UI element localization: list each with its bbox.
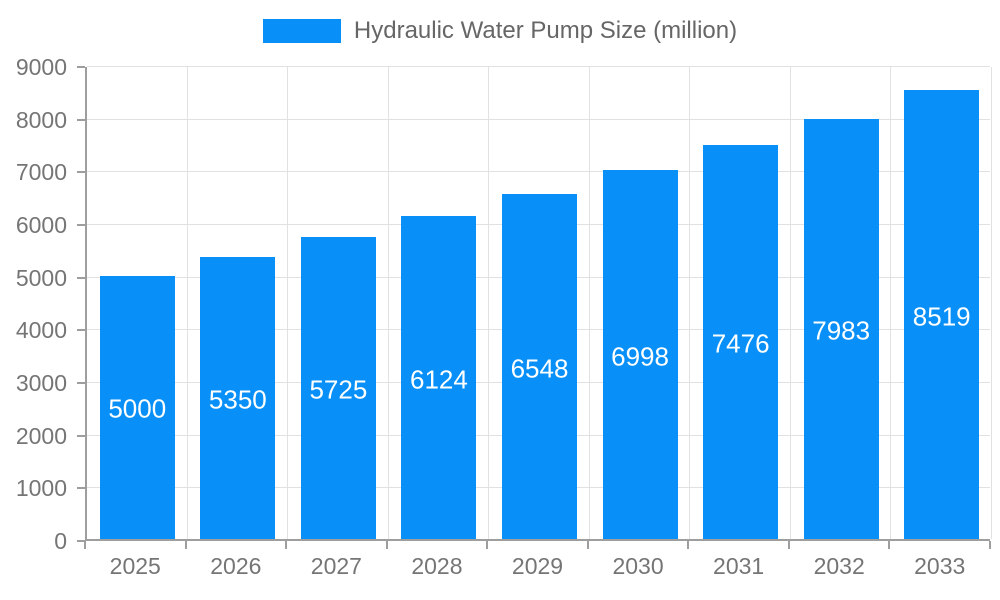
x-axis-tick: [687, 541, 690, 549]
chart-legend[interactable]: Hydraulic Water Pump Size (million): [0, 18, 1000, 44]
y-tick-label: 1000: [15, 475, 67, 502]
bar-value-label: 6548: [510, 353, 569, 384]
bar-value-label: 8519: [912, 301, 971, 332]
x-tick-label: 2029: [511, 553, 564, 579]
gridline-vertical: [890, 67, 892, 539]
y-axis-tick: [77, 329, 85, 332]
y-axis-tick: [77, 382, 85, 384]
gridline-vertical: [588, 67, 590, 539]
bar[interactable]: [401, 216, 477, 539]
bar[interactable]: [300, 237, 376, 539]
x-axis-tick: [586, 541, 589, 549]
gridline-vertical: [991, 67, 992, 539]
x-axis-tick: [787, 541, 790, 549]
bar-value-label: 5350: [208, 384, 267, 415]
x-axis-tick: [84, 541, 86, 549]
x-axis-tick: [486, 541, 489, 549]
bar-value-label: 6124: [410, 364, 468, 395]
x-axis-tick: [184, 541, 187, 549]
gridline-horizontal: [87, 171, 990, 173]
gridline-horizontal: [87, 66, 990, 67]
gridline-vertical: [387, 67, 389, 539]
x-tick-label: 2028: [411, 553, 463, 579]
x-tick-label: 2027: [310, 553, 362, 579]
y-tick-label: 3000: [15, 370, 67, 396]
x-tick-label: 2031: [713, 553, 765, 579]
y-axis-tick: [77, 224, 85, 226]
gridline-vertical: [287, 67, 289, 539]
y-axis-tick: [77, 540, 85, 542]
y-axis-tick: [77, 276, 85, 279]
gridline-vertical: [186, 67, 188, 539]
bar-value-label: 7476: [711, 328, 770, 359]
y-tick-label: 4000: [15, 317, 67, 344]
bar[interactable]: [703, 145, 779, 539]
bar-value-label: 7983: [812, 315, 871, 346]
x-tick-label: 2032: [813, 553, 865, 579]
y-tick-label: 6000: [15, 212, 67, 238]
bar[interactable]: [200, 257, 276, 539]
gridline-horizontal: [87, 118, 990, 120]
y-tick-label: 0: [54, 528, 67, 554]
legend-label: Hydraulic Water Pump Size (million): [353, 17, 738, 44]
bar[interactable]: [99, 275, 175, 539]
gridline-vertical: [789, 67, 791, 539]
gridline-vertical: [488, 67, 490, 539]
y-tick-label: 5000: [15, 264, 67, 291]
legend-swatch: [262, 19, 341, 43]
x-axis-tick: [888, 541, 891, 549]
y-tick-label: 8000: [15, 106, 67, 133]
y-tick-label: 9000: [15, 54, 67, 80]
plot-area: 5000 5350 5725 6124 6548 6998 7476 7983 8519: [85, 66, 992, 541]
x-axis-tick: [385, 541, 388, 549]
x-axis-tick: [989, 541, 991, 549]
y-tick-label: 2000: [15, 422, 67, 449]
x-tick-label: 2025: [109, 553, 161, 579]
bar[interactable]: [904, 90, 980, 539]
y-axis-tick: [77, 487, 85, 490]
bar[interactable]: [602, 170, 678, 539]
bar-value-label: 6998: [611, 341, 669, 372]
bar[interactable]: [502, 194, 577, 539]
y-axis-tick: [77, 118, 85, 121]
x-tick-label: 2033: [914, 553, 966, 579]
y-axis-tick: [77, 434, 85, 437]
bar-value-label: 5000: [108, 393, 167, 424]
bar-value-label: 5725: [309, 374, 368, 405]
x-axis-tick: [285, 541, 288, 549]
y-axis-tick: [77, 66, 85, 68]
gridline-vertical: [689, 67, 691, 539]
y-tick-label: 7000: [15, 159, 67, 186]
x-tick-label: 2026: [210, 553, 262, 579]
x-tick-label: 2030: [612, 553, 664, 579]
bar[interactable]: [803, 118, 879, 539]
y-axis-tick: [77, 171, 85, 174]
